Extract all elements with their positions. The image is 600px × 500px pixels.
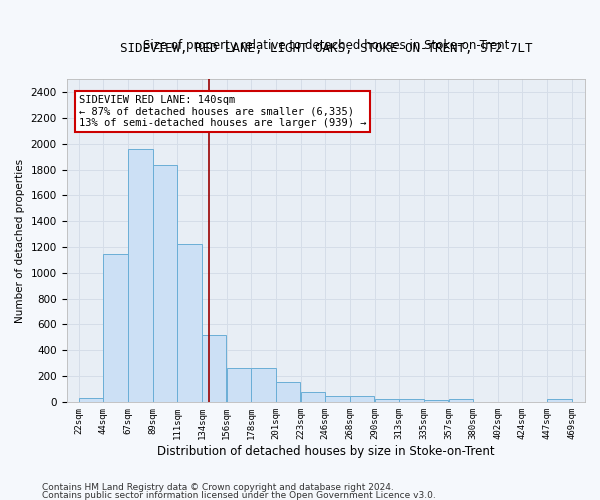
Bar [301,392,325,402]
Text: SIDEVIEW, RED LANE, LIGHT OAKS, STOKE-ON-TRENT, ST2 7LT: SIDEVIEW, RED LANE, LIGHT OAKS, STOKE-ON… [119,42,532,55]
Text: Contains HM Land Registry data © Crown copyright and database right 2024.: Contains HM Land Registry data © Crown c… [42,484,394,492]
Bar [399,399,424,402]
Bar [251,368,276,402]
Bar [547,400,572,402]
Bar [79,398,103,402]
Text: SIDEVIEW RED LANE: 140sqm
← 87% of detached houses are smaller (6,335)
13% of se: SIDEVIEW RED LANE: 140sqm ← 87% of detac… [79,95,366,128]
X-axis label: Distribution of detached houses by size in Stoke-on-Trent: Distribution of detached houses by size … [157,444,494,458]
Bar [449,400,473,402]
Bar [202,335,226,402]
Text: Contains public sector information licensed under the Open Government Licence v3: Contains public sector information licen… [42,490,436,500]
Y-axis label: Number of detached properties: Number of detached properties [15,158,25,322]
Bar [374,400,399,402]
Bar [178,244,202,402]
Bar [227,368,251,402]
Title: Size of property relative to detached houses in Stoke-on-Trent: Size of property relative to detached ho… [143,39,509,52]
Bar [128,149,152,402]
Bar [153,164,177,402]
Bar [350,396,374,402]
Bar [424,400,448,402]
Bar [276,382,301,402]
Bar [325,396,350,402]
Bar [103,254,128,402]
